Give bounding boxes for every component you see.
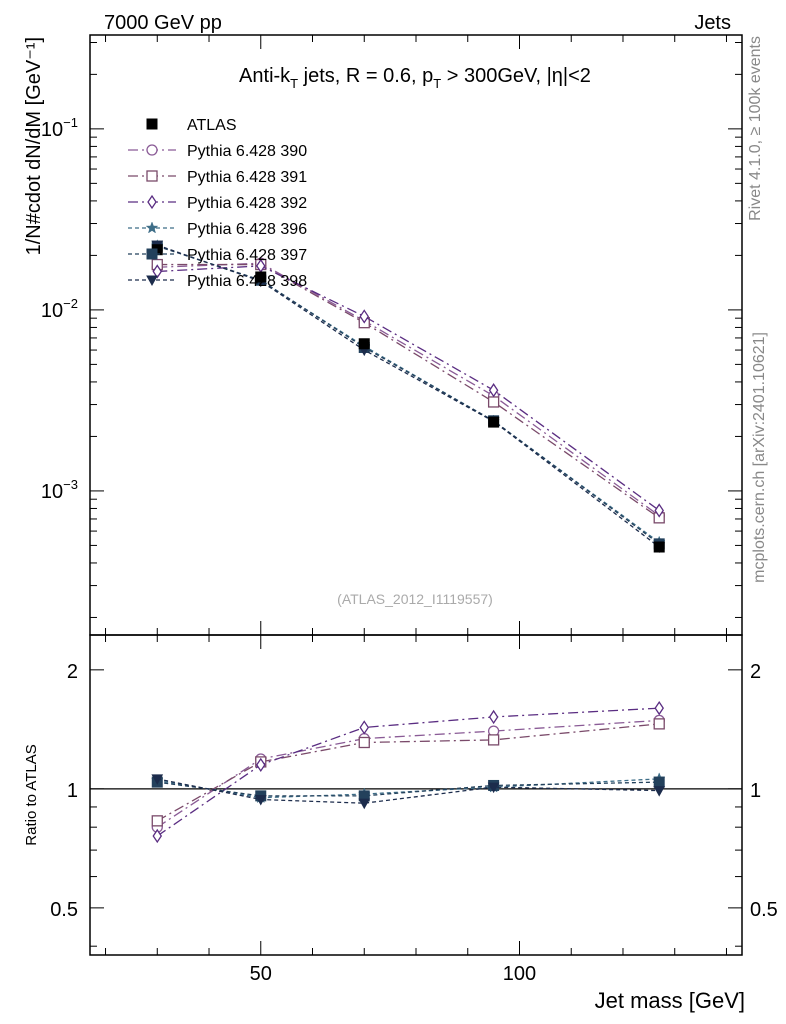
ratio-line xyxy=(157,781,660,797)
series-line xyxy=(157,245,660,543)
rivet-version: Rivet 4.1.0, ≥ 100k events xyxy=(747,36,764,221)
ratio-tick-label-right: 1 xyxy=(750,780,761,802)
legend-entry: ATLAS xyxy=(146,117,237,134)
series-2 xyxy=(151,258,665,524)
ratio-series-2 xyxy=(151,718,665,827)
ratio-line xyxy=(156,707,660,837)
series-1 xyxy=(151,257,665,522)
ratio-tick-label: 2 xyxy=(67,661,78,683)
legend-label: Pythia 6.428 398 xyxy=(187,273,307,290)
y-tick-label: 10−3 xyxy=(41,477,78,503)
legend-marker xyxy=(146,170,158,182)
ratio-point xyxy=(359,720,370,735)
series-point xyxy=(488,383,499,398)
ratio-series-3 xyxy=(152,700,664,844)
legend-entry: Pythia 6.428 390 xyxy=(128,143,307,160)
ratio-panel-frame xyxy=(89,634,743,956)
series-point xyxy=(654,503,664,518)
y-axis-label: 1/N#cdot dN/dM [GeV⁻¹] xyxy=(23,37,45,255)
ratio-line xyxy=(156,723,660,822)
legend-entry: Pythia 6.428 396 xyxy=(128,221,307,238)
ratio-point xyxy=(487,782,500,794)
series-line xyxy=(157,244,660,548)
ratio-point xyxy=(254,794,267,806)
ratio-point xyxy=(151,774,164,785)
ratio-y-axis-label: Ratio to ATLAS xyxy=(23,744,40,845)
x-axis-label: Jet mass [GeV] xyxy=(595,988,745,1013)
legend-entry: Pythia 6.428 392 xyxy=(128,194,307,212)
legend-label: Pythia 6.428 396 xyxy=(187,221,307,238)
ratio-tick-label-right: 2 xyxy=(750,661,761,683)
series-line xyxy=(157,262,660,517)
y-tick-label: 10−1 xyxy=(41,115,78,141)
legend-label: Pythia 6.428 390 xyxy=(187,143,307,160)
legend: ATLAS Pythia 6.428 390 Pythia 6.428 391 Pyt… xyxy=(128,117,307,290)
legend-marker xyxy=(146,248,158,260)
legend-marker xyxy=(146,118,158,130)
series-line xyxy=(157,263,660,519)
ratio-point xyxy=(654,700,664,716)
y-tick-label: 10−2 xyxy=(41,296,78,322)
legend-marker xyxy=(147,194,157,210)
legend-label: Pythia 6.428 392 xyxy=(187,195,307,212)
legend-marker xyxy=(146,275,158,287)
series-3 xyxy=(152,258,664,518)
ratio-point xyxy=(653,718,665,730)
legend-label: Pythia 6.428 391 xyxy=(187,169,307,186)
ratio-point xyxy=(358,798,371,810)
legend-label: Pythia 6.428 397 xyxy=(187,247,307,264)
atlas-point xyxy=(488,416,500,428)
ratio-tick-label-right: 0.5 xyxy=(750,899,778,921)
series-line xyxy=(157,245,660,545)
x-tick-label: 100 xyxy=(503,963,536,985)
legend-entry: Pythia 6.428 397 xyxy=(128,247,307,264)
ratio-point xyxy=(487,734,500,746)
ratio-line xyxy=(157,778,660,804)
atlas-point xyxy=(255,271,267,283)
legend-label: ATLAS xyxy=(187,117,237,134)
ratio-tick-label: 0.5 xyxy=(50,899,78,921)
legend-entry: Pythia 6.428 398 xyxy=(128,273,307,290)
legend-marker xyxy=(145,221,159,234)
header-right: Jets xyxy=(694,12,731,34)
series-line xyxy=(157,265,660,511)
series-point xyxy=(359,309,370,324)
analysis-watermark: (ATLAS_2012_I1119557) xyxy=(337,591,493,607)
ratio-line xyxy=(156,719,660,828)
ratio-tick-label: 1 xyxy=(67,780,78,802)
header-left: 7000 GeV pp xyxy=(104,12,222,34)
series-point xyxy=(487,396,500,408)
ratio-point xyxy=(151,815,163,827)
ratio-point xyxy=(488,709,499,725)
plot-title: Anti-kT jets, R = 0.6, pT > 300GeV, |η|<… xyxy=(239,65,591,91)
atlas-data xyxy=(151,244,665,553)
mcplots-label: mcplots.cern.ch [arXiv:2401.10621] xyxy=(751,332,768,583)
legend-marker xyxy=(146,144,158,156)
ratio-point xyxy=(152,828,163,844)
series-point xyxy=(152,264,163,279)
ratio-point xyxy=(358,736,370,749)
axes: 50 100 10−1 10−2 10−3 0.5 0.5 1 1 2 2 xyxy=(41,35,778,985)
ratio-series-1 xyxy=(151,714,665,833)
ratio-point xyxy=(653,786,666,797)
series-layer xyxy=(150,239,666,844)
ratio-point xyxy=(653,776,665,788)
atlas-point xyxy=(358,338,370,350)
atlas-point xyxy=(653,541,665,553)
ratio-point xyxy=(255,757,266,773)
x-tick-label: 50 xyxy=(250,963,272,985)
ratio-series-6 xyxy=(151,774,666,810)
legend-entry: Pythia 6.428 391 xyxy=(128,169,307,186)
